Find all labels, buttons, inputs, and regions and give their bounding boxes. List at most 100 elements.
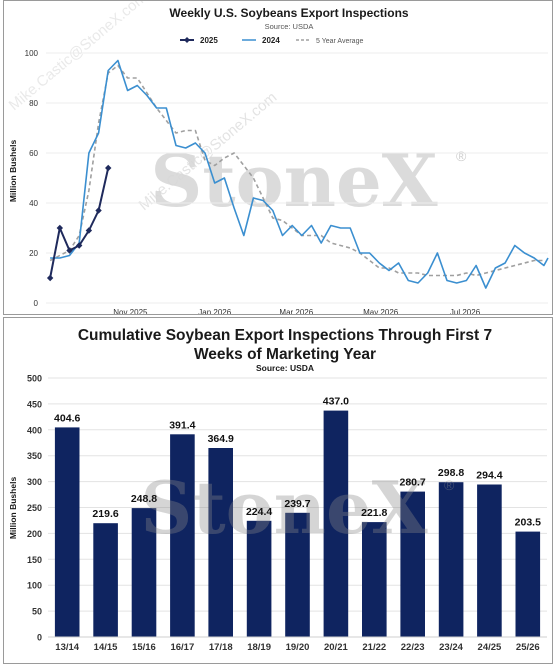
y-tick-label: 0	[37, 633, 42, 643]
axes: 0 20 40 60 80 100 Nov 2025 Jan 2026 Mar 2026 May …	[25, 49, 481, 314]
data-point-2025	[85, 227, 93, 234]
bar-value-label: 437.0	[323, 396, 349, 408]
x-tick-label: 25/26	[516, 642, 540, 653]
legend-label: 2024	[262, 36, 280, 45]
x-tick-label: 17/18	[209, 642, 233, 653]
bar-value-label: 221.8	[361, 507, 387, 519]
legend-label: 5 Year Average	[316, 38, 363, 45]
x-tick-label: 24/25	[478, 642, 502, 653]
y-tick-label: 80	[29, 99, 38, 108]
y-tick-label: 40	[29, 199, 38, 208]
data-point-2025	[105, 164, 112, 172]
bar-value-label: 203.5	[515, 517, 541, 529]
y-tick-label: 300	[27, 477, 42, 487]
watermark-logo: StoneX	[140, 465, 427, 550]
y-tick-label: 450	[27, 399, 42, 409]
bar-23-24	[438, 482, 464, 637]
legend-label: 2025	[200, 36, 218, 45]
x-tick-label: 18/19	[247, 642, 271, 653]
grid	[46, 52, 548, 304]
y-tick-label: 500	[27, 374, 42, 384]
x-tick-label: 20/21	[324, 642, 348, 653]
bar-20-21	[323, 410, 349, 637]
bar-17-18	[208, 448, 233, 637]
y-tick-label: 0	[34, 299, 39, 308]
bar-value-label: 364.9	[208, 433, 234, 445]
legend-marker	[184, 37, 190, 43]
y-tick-label: 100	[27, 581, 42, 591]
bars-group	[54, 410, 541, 637]
series-group	[46, 59, 549, 289]
y-tick-label: 200	[27, 529, 42, 539]
series-line-2025	[49, 167, 110, 279]
y-tick-label: 350	[27, 451, 42, 461]
weekly-inspections-chart: StoneX ® Mike.Castic@StoneX.com Mike.Cas…	[6, 1, 549, 314]
x-tick-label: 14/15	[94, 642, 118, 653]
bar-22-23	[400, 491, 425, 637]
bar-value-label: 391.4	[169, 419, 195, 431]
y-axis-label: Million Bushels	[8, 477, 18, 540]
bar-25-26	[515, 531, 541, 637]
bar-value-label: 298.8	[438, 467, 464, 479]
y-tick-label: 250	[27, 503, 42, 513]
chart-subtitle: Source: USDA	[256, 363, 314, 373]
data-point-2025	[46, 274, 54, 282]
x-tick-label: 16/17	[170, 642, 194, 653]
x-tick-label: 22/23	[401, 642, 425, 653]
value-labels-group: 404.6 219.6 248.8 391.4 364.9 224.4 239.7 437.0…	[54, 396, 541, 529]
weekly-inspections-panel: StoneX ® Mike.Castic@StoneX.com Mike.Cas…	[3, 0, 553, 315]
bar-13-14	[54, 427, 80, 637]
data-point-2025	[66, 247, 73, 254]
watermark-registered-mark: ®	[456, 148, 467, 164]
watermark: StoneX ®	[140, 465, 455, 550]
x-tick-label: 15/16	[132, 642, 156, 653]
bar-14-15	[93, 523, 118, 637]
y-tick-label: 100	[25, 49, 39, 58]
bar-value-label: 239.7	[284, 498, 310, 510]
x-tick-label: Jan 2026	[198, 308, 231, 314]
chart-subtitle: Source: USDA	[265, 22, 314, 31]
watermark-registered-mark: ®	[444, 477, 455, 493]
x-tick-label: Nov 2025	[113, 308, 148, 314]
y-tick-label: 60	[29, 149, 38, 158]
bar-value-label: 404.6	[54, 412, 80, 424]
chart-title-line-1: Cumulative Soybean Export Inspections Th…	[78, 327, 492, 344]
bar-value-label: 280.7	[400, 477, 426, 489]
x-tick-label: 13/14	[55, 642, 79, 653]
data-point-2025	[95, 207, 102, 214]
y-tick-label: 50	[32, 607, 42, 617]
x-tick-label: May 2026	[363, 308, 399, 314]
legend-item-five-year-average: 5 Year Average	[296, 38, 363, 45]
cumulative-inspections-panel: Cumulative Soybean Export Inspections Th…	[3, 317, 553, 664]
chart-title-line-2: Weeks of Marketing Year	[194, 346, 376, 363]
cumulative-inspections-chart: Cumulative Soybean Export Inspections Th…	[8, 327, 547, 653]
x-tick-label: 23/24	[439, 642, 463, 653]
series-line-2024	[50, 59, 549, 289]
data-point-2025	[56, 224, 64, 232]
bar-24-25	[477, 484, 502, 637]
axes: 0 50 100 150 200 250 300 350 400 450 500 13/14 14/15…	[27, 374, 547, 653]
y-axis-label: Million Bushels	[8, 140, 18, 203]
watermark: StoneX ® Mike.Castic@StoneX.com Mike.Cas…	[6, 1, 467, 223]
chart-title: Weekly U.S. Soybeans Export Inspections	[169, 6, 409, 20]
y-tick-label: 400	[27, 425, 42, 435]
bar-21-22	[362, 522, 387, 637]
y-tick-label: 20	[29, 249, 38, 258]
y-tick-label: 150	[27, 555, 42, 565]
x-tick-label: 21/22	[362, 642, 386, 653]
bar-value-label: 248.8	[131, 493, 157, 505]
x-tick-label: Mar 2026	[279, 308, 313, 314]
x-tick-label: 19/20	[286, 642, 310, 653]
bar-16-17	[170, 434, 195, 637]
x-tick-label: Jul 2026	[450, 308, 481, 314]
bar-15-16	[131, 508, 157, 637]
watermark-logo: StoneX	[150, 138, 437, 223]
bar-value-label: 294.4	[476, 470, 502, 482]
legend-item-2025: 2025	[180, 36, 218, 45]
data-point-2025	[75, 242, 83, 249]
bar-value-label: 219.6	[92, 508, 118, 520]
bar-18-19	[246, 520, 272, 637]
legend: 2025 2024 5 Year Average	[180, 36, 363, 45]
bar-19-20	[285, 512, 310, 637]
